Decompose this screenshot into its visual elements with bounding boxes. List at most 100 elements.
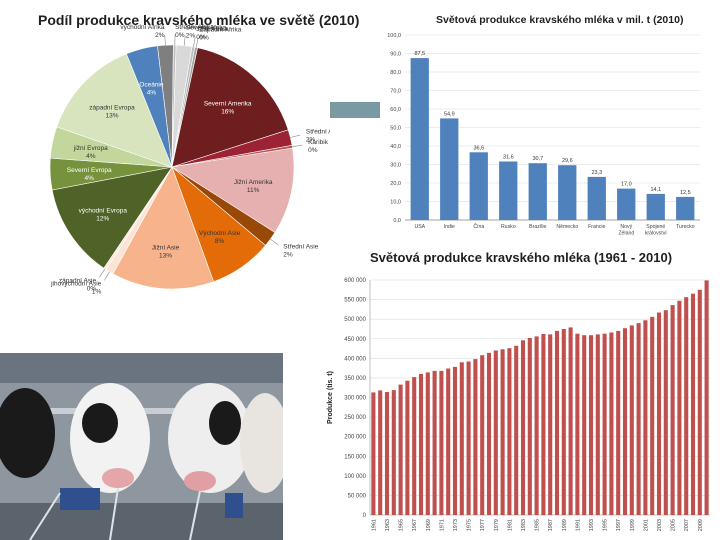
bar (609, 332, 614, 515)
x-tick-label: Zéland (618, 231, 634, 237)
x-tick-label: Nový (620, 224, 632, 230)
bar (459, 362, 464, 516)
bar (704, 280, 709, 515)
y-tick-label: 30,0 (390, 163, 401, 169)
y-tick-label: 600 000 (344, 278, 366, 284)
x-tick-label: 1965 (399, 519, 405, 531)
bar (616, 330, 621, 515)
bar (514, 345, 519, 515)
bar (493, 350, 498, 515)
bar (656, 312, 662, 515)
y-tick-label: 10,0 (390, 200, 401, 206)
pie-slice-value: 0% (196, 34, 206, 41)
x-tick-label: 1993 (589, 519, 595, 531)
pie-slice-label: Karibik (308, 139, 329, 146)
bar (617, 188, 636, 220)
y-tick-label: 450 000 (344, 337, 366, 343)
pie-slice (126, 45, 173, 168)
pie-leader-line (164, 35, 166, 46)
pie-slice (112, 166, 214, 290)
pie-slice-label: Jižní Asie (152, 245, 180, 252)
bar (588, 335, 594, 515)
pie-slice-label: východní Evropa (79, 208, 128, 215)
pie-slice-value: 11% (247, 187, 260, 194)
y-tick-label: 70,0 (390, 89, 401, 95)
x-tick-label: 1961 (371, 519, 377, 531)
bar (697, 289, 702, 515)
bar (670, 305, 675, 515)
y-tick-label: 40,0 (390, 144, 401, 150)
x-tick-label: Francie (588, 224, 605, 230)
x-tick-label: království (645, 231, 667, 237)
bar (500, 349, 505, 515)
bar (554, 330, 560, 515)
x-tick-label: 2009 (698, 519, 704, 531)
y-tick-label: 200 000 (344, 435, 366, 441)
pie-slice (171, 147, 295, 233)
y-tick-label: 100,0 (387, 33, 401, 39)
bar-chart-years: 0 50 000 100 000 150 000 200 000 250 000 300 0… (327, 278, 710, 531)
x-tick-label: 1989 (562, 519, 568, 531)
pie-slice-label: jižní Evropa (73, 145, 108, 152)
y-tick-label: 100 000 (344, 474, 366, 480)
pie-leader-line (99, 268, 106, 278)
bar (595, 334, 600, 515)
bar (558, 165, 577, 220)
bar (486, 352, 492, 515)
bar (534, 336, 539, 515)
y-tick-label: 150 000 (344, 454, 366, 460)
x-tick-label: 2001 (643, 519, 649, 531)
pie-slice-value: 12% (96, 216, 109, 223)
pie-leader-line (292, 144, 303, 148)
bar (582, 335, 587, 515)
bar (663, 310, 668, 515)
y-tick-label: 50,0 (390, 126, 401, 132)
pie-slice-value: 2% (186, 33, 196, 40)
y-tick-label: 550 000 (344, 298, 366, 304)
pie-leader-line (290, 134, 301, 138)
pie-slice-label: Oceánie (139, 82, 164, 89)
y-tick-label: 300 000 (344, 396, 366, 402)
pie-leader-line (104, 271, 110, 281)
x-tick-label: 1987 (548, 519, 554, 531)
x-tick-label: 1963 (385, 519, 391, 531)
bar (405, 380, 410, 515)
pie-slice-label: Střední Amerika (306, 129, 330, 136)
y-tick-label: 350 000 (344, 376, 366, 382)
x-tick-label: 2007 (684, 519, 690, 531)
bar (548, 334, 553, 515)
pie-slice-value: 0% (308, 147, 318, 154)
data-label: 30,7 (532, 156, 543, 162)
pie-slice-value: 4% (147, 90, 157, 97)
x-tick-label: 1997 (616, 519, 622, 531)
x-tick-label: 1983 (521, 519, 527, 531)
pie-slice-label: Střední Asie (283, 244, 318, 251)
bar (541, 334, 546, 515)
pie-leader-line (193, 37, 196, 47)
bar (371, 392, 376, 515)
pie-slice-value: 2% (283, 252, 293, 259)
x-tick-label: Čína (473, 223, 484, 230)
bar (473, 359, 478, 515)
bar (391, 390, 396, 515)
bar (480, 355, 485, 515)
pie-slice-label: východní Afrika (120, 24, 164, 31)
pie-slice-value: 13% (159, 253, 172, 260)
pie-slice-label: západní Asie (59, 277, 97, 284)
pie-slice-value: 4% (86, 153, 96, 160)
pie-slice-label: Severní Afrika (186, 25, 227, 32)
x-tick-label: 2003 (657, 519, 663, 531)
bar (622, 328, 628, 515)
pie-slice (56, 53, 173, 168)
pie-leader-line (195, 37, 199, 48)
y-tick-label: 90,0 (390, 52, 401, 58)
x-tick-label: 1971 (439, 519, 445, 531)
bar (629, 325, 634, 515)
bar (527, 338, 532, 515)
bar (561, 329, 566, 515)
bar (452, 366, 458, 515)
bar (646, 193, 665, 220)
bar-chart-years-title: Světová produkce kravského mléka (1961 -… (370, 250, 673, 265)
bar (575, 333, 580, 515)
